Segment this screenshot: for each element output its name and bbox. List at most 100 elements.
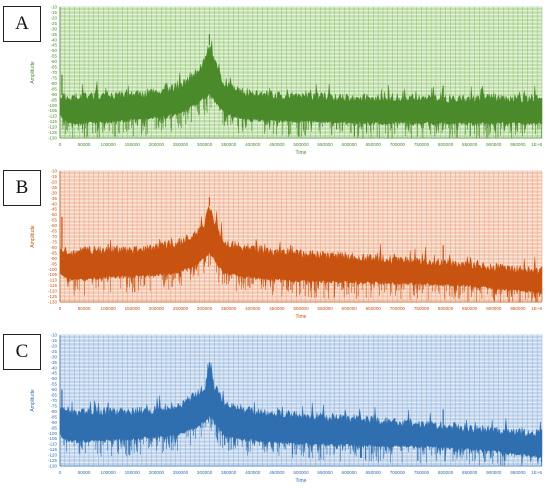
- y-tick-label: -35: [50, 196, 57, 201]
- x-tick-label: 450000: [269, 470, 285, 475]
- x-tick-label: 50000: [78, 142, 91, 147]
- x-tick-label: 950000: [510, 142, 526, 147]
- y-tick-label: -60: [50, 59, 57, 64]
- y-tick-label: -90: [50, 92, 57, 97]
- y-tick-label: -125: [48, 458, 58, 463]
- spectrum-chart-b: -10-15-20-25-30-35-40-45-50-55-60-65-70-…: [30, 169, 542, 321]
- y-tick-label: -15: [50, 174, 57, 179]
- y-tick-label: -60: [50, 223, 57, 228]
- x-tick-label: 500000: [293, 306, 309, 311]
- y-tick-label: -95: [50, 425, 57, 430]
- y-tick-label: -20: [50, 343, 57, 348]
- y-tick-label: -100: [48, 267, 58, 272]
- signal-dips: [62, 92, 542, 138]
- y-tick-label: -35: [50, 32, 57, 37]
- x-tick-label: 850000: [462, 470, 478, 475]
- x-tick-label: 500000: [293, 470, 309, 475]
- y-tick-label: -130: [48, 464, 58, 469]
- y-tick-label: -35: [50, 360, 57, 365]
- x-tick-label: 100000: [101, 142, 117, 147]
- y-tick-label: -110: [48, 442, 57, 447]
- x-tick-label: 450000: [269, 142, 285, 147]
- y-tick-label: -115: [48, 447, 57, 452]
- panel-label-b: B: [3, 170, 41, 206]
- y-tick-label: -50: [50, 212, 57, 217]
- y-tick-label: -50: [50, 48, 57, 53]
- y-tick-label: -85: [50, 414, 57, 419]
- x-tick-label: 250000: [173, 142, 189, 147]
- x-tick-label: 350000: [221, 470, 237, 475]
- x-tick-label: 550000: [317, 306, 333, 311]
- y-tick-label: -55: [50, 382, 57, 387]
- spectrum-chart-a: -10-15-20-25-30-35-40-45-50-55-60-65-70-…: [30, 5, 543, 157]
- y-tick-label: -15: [50, 10, 57, 15]
- x-tick-label: 650000: [366, 470, 382, 475]
- y-tick-label: -105: [48, 272, 58, 277]
- x-tick-label: 600000: [342, 142, 358, 147]
- x-tick-label: 0: [59, 470, 62, 475]
- y-tick-label: -90: [50, 256, 57, 261]
- x-tick-label: 250000: [173, 470, 189, 475]
- x-tick-label: 800000: [438, 142, 454, 147]
- x-tick-label: 100000: [101, 470, 117, 475]
- y-tick-label: -10: [50, 5, 57, 10]
- y-tick-label: -80: [50, 245, 57, 250]
- x-tick-label: 650000: [366, 306, 382, 311]
- y-tick-label: -100: [48, 103, 58, 108]
- y-tick-label: -25: [50, 349, 57, 354]
- y-tick-label: -65: [50, 393, 57, 398]
- y-tick-label: -70: [50, 398, 57, 403]
- y-tick-label: -45: [50, 371, 57, 376]
- x-tick-label: 950000: [510, 306, 526, 311]
- y-tick-label: -20: [50, 179, 57, 184]
- x-tick-label: 100000: [101, 306, 117, 311]
- x-tick-label: 1E+6: [531, 470, 542, 475]
- x-tick-label: 300000: [197, 306, 213, 311]
- x-tick-label: 450000: [269, 306, 285, 311]
- x-tick-label: 700000: [390, 306, 406, 311]
- y-axis-title: Amplitude: [30, 389, 36, 411]
- x-tick-label: 500000: [293, 142, 309, 147]
- y-tick-label: -30: [50, 190, 57, 195]
- x-tick-label: 900000: [486, 142, 502, 147]
- panel-label-a: A: [3, 6, 41, 42]
- x-tick-label: 850000: [462, 142, 478, 147]
- x-tick-label: 1E+6: [531, 306, 542, 311]
- y-tick-label: -40: [50, 37, 57, 42]
- y-tick-label: -120: [48, 289, 58, 294]
- x-tick-label: 200000: [149, 470, 165, 475]
- x-tick-label: 200000: [149, 142, 165, 147]
- y-tick-label: -110: [48, 114, 57, 119]
- y-tick-label: -70: [50, 234, 57, 239]
- x-tick-label: 950000: [510, 470, 526, 475]
- x-tick-label: 750000: [414, 470, 430, 475]
- signal-trace: [59, 40, 543, 133]
- y-tick-label: -10: [50, 333, 57, 338]
- y-tick-label: -85: [50, 250, 57, 255]
- x-tick-label: 750000: [414, 306, 430, 311]
- y-tick-label: -120: [48, 125, 58, 130]
- y-tick-label: -30: [50, 354, 57, 359]
- spectrum-chart-c: -10-15-20-25-30-35-40-45-50-55-60-65-70-…: [30, 333, 542, 485]
- y-tick-label: -25: [50, 21, 57, 26]
- x-tick-label: 850000: [462, 306, 478, 311]
- x-tick-label: 400000: [245, 306, 261, 311]
- x-tick-label: 250000: [173, 306, 189, 311]
- y-tick-label: -75: [50, 403, 57, 408]
- y-tick-label: -55: [50, 54, 57, 59]
- panel-label-c: C: [3, 334, 41, 370]
- x-tick-label: 150000: [125, 470, 141, 475]
- x-tick-label: 0: [59, 306, 62, 311]
- x-tick-label: 900000: [486, 470, 502, 475]
- y-tick-label: -75: [50, 75, 57, 80]
- x-tick-label: 400000: [245, 142, 261, 147]
- y-tick-label: -130: [48, 136, 58, 141]
- y-tick-label: -110: [48, 278, 57, 283]
- x-tick-label: 350000: [221, 142, 237, 147]
- y-tick-label: -125: [48, 130, 58, 135]
- y-tick-label: -45: [50, 207, 57, 212]
- y-tick-label: -70: [50, 70, 57, 75]
- x-axis-title: Time: [296, 314, 307, 320]
- x-tick-label: 300000: [197, 142, 213, 147]
- y-axis-title: Amplitude: [30, 61, 36, 83]
